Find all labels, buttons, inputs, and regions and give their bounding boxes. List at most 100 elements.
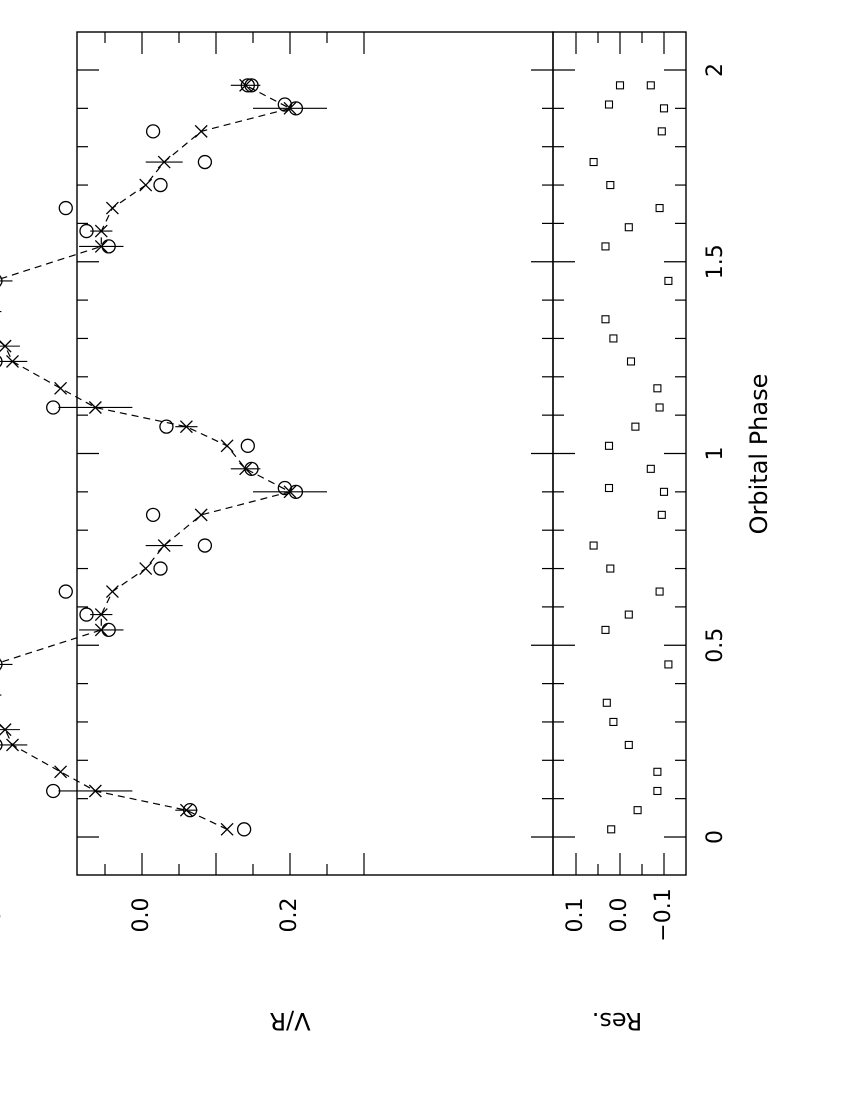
cross-marker bbox=[6, 355, 19, 368]
circle-marker bbox=[101, 622, 116, 638]
residual-square-marker bbox=[604, 441, 614, 450]
residual-square-marker bbox=[609, 334, 618, 343]
circle-marker bbox=[0, 275, 3, 287]
residual-square-marker bbox=[633, 806, 642, 815]
res-tick-label: 0.1 bbox=[563, 898, 588, 933]
phase-tick-label: 2 bbox=[703, 63, 728, 77]
residual-square-marker bbox=[646, 81, 655, 90]
residual-square-marker bbox=[655, 587, 664, 596]
cross-marker bbox=[88, 401, 102, 414]
circle-marker bbox=[0, 658, 3, 670]
y-axis-title: V/R bbox=[269, 1007, 310, 1035]
circle-marker bbox=[101, 239, 116, 254]
circle-marker bbox=[236, 822, 252, 837]
residual-square-marker bbox=[657, 510, 666, 519]
residual-square-marker bbox=[624, 740, 633, 750]
circle-marker bbox=[240, 78, 255, 93]
vr-tick-label: 0.0 bbox=[129, 898, 154, 933]
circle-marker bbox=[79, 607, 94, 622]
cross-marker bbox=[105, 585, 119, 599]
cross-marker bbox=[0, 339, 12, 353]
residual-square-marker bbox=[631, 422, 640, 431]
residual-square-marker bbox=[657, 127, 666, 136]
cross-marker bbox=[179, 803, 193, 817]
cross-marker bbox=[179, 420, 193, 434]
circle-marker bbox=[145, 124, 161, 139]
cross-marker bbox=[157, 155, 171, 169]
circle-marker bbox=[153, 561, 168, 576]
cross-marker bbox=[6, 738, 19, 752]
res-tick-label: 0.0 bbox=[607, 898, 632, 933]
residual-square-marker bbox=[602, 698, 611, 707]
cross-marker bbox=[157, 539, 171, 552]
residual-square-marker bbox=[589, 541, 598, 550]
phase-tick-label: 0 bbox=[703, 830, 728, 844]
circle-marker bbox=[153, 177, 168, 193]
circle-marker bbox=[58, 584, 73, 599]
cross-marker bbox=[139, 178, 153, 192]
res-tick-label: −0.1 bbox=[651, 888, 676, 941]
cross-marker bbox=[94, 623, 108, 637]
circle-marker bbox=[46, 400, 61, 415]
circle-marker bbox=[159, 419, 174, 434]
cross-marker bbox=[0, 723, 12, 736]
circle-marker bbox=[0, 355, 3, 367]
residual-square-marker bbox=[624, 223, 633, 232]
circle-marker bbox=[240, 438, 255, 453]
residual-square-marker bbox=[615, 81, 625, 90]
residual-square-marker bbox=[601, 242, 610, 251]
cross-marker bbox=[94, 608, 108, 622]
plot-area: 0 0.5 1 1.5 2 Orbital Phase 0.2 0.0 −0.2 V/R 0.1 0.… bbox=[0, 31, 773, 1035]
residual-square-marker bbox=[664, 276, 673, 285]
residual-square-marker bbox=[626, 357, 636, 366]
phase-tick-label: 0.5 bbox=[703, 628, 728, 663]
cross-marker bbox=[54, 765, 68, 779]
circle-marker bbox=[79, 223, 94, 239]
residual-axis-title: Res. bbox=[592, 1007, 643, 1035]
residual-square-marker bbox=[653, 384, 662, 393]
residual-square-marker bbox=[664, 660, 673, 669]
cross-marker bbox=[139, 562, 153, 576]
cross-marker bbox=[94, 224, 108, 238]
phase-tick-label: 1 bbox=[703, 447, 728, 461]
residual-square-marker bbox=[589, 157, 598, 167]
residual-square-marker bbox=[624, 610, 633, 619]
circle-marker bbox=[277, 480, 292, 496]
cross-marker bbox=[88, 784, 102, 798]
main-panel-frame bbox=[76, 31, 554, 876]
circle-marker bbox=[145, 507, 161, 523]
residual-square-marker bbox=[659, 487, 669, 496]
cross-marker bbox=[54, 381, 68, 395]
residual-square-marker bbox=[606, 564, 615, 573]
circle-marker bbox=[244, 461, 259, 476]
residual-square-marker bbox=[601, 315, 610, 324]
circle-marker bbox=[0, 739, 3, 751]
x-axis-title: Orbital Phase bbox=[745, 374, 773, 535]
cross-marker bbox=[94, 239, 108, 253]
vr-tick-label: −0.2 bbox=[0, 888, 6, 941]
residual-square-marker bbox=[659, 104, 669, 113]
circle-marker bbox=[46, 783, 61, 799]
residual-square-marker bbox=[604, 100, 614, 109]
vr-tick-label: 0.2 bbox=[277, 898, 302, 933]
phase-tick-label: 1.5 bbox=[703, 244, 728, 279]
residual-square-marker bbox=[653, 786, 662, 796]
residual-square-marker bbox=[655, 204, 664, 213]
circle-marker bbox=[182, 803, 198, 818]
residual-square-marker bbox=[601, 625, 610, 634]
circle-marker bbox=[244, 78, 259, 93]
circle-marker bbox=[277, 97, 292, 112]
cross-marker bbox=[105, 201, 119, 215]
cross-marker bbox=[194, 508, 208, 522]
residual-square-marker bbox=[646, 464, 655, 473]
residual-square-marker bbox=[653, 767, 662, 776]
residual-square-marker bbox=[655, 403, 664, 412]
residual-square-marker bbox=[604, 483, 614, 493]
cross-marker bbox=[194, 124, 208, 138]
circle-marker bbox=[197, 154, 213, 170]
circle-marker bbox=[197, 538, 213, 553]
residual-square-marker bbox=[606, 181, 615, 190]
cross-marker bbox=[220, 439, 234, 453]
residual-square-marker bbox=[609, 717, 618, 727]
